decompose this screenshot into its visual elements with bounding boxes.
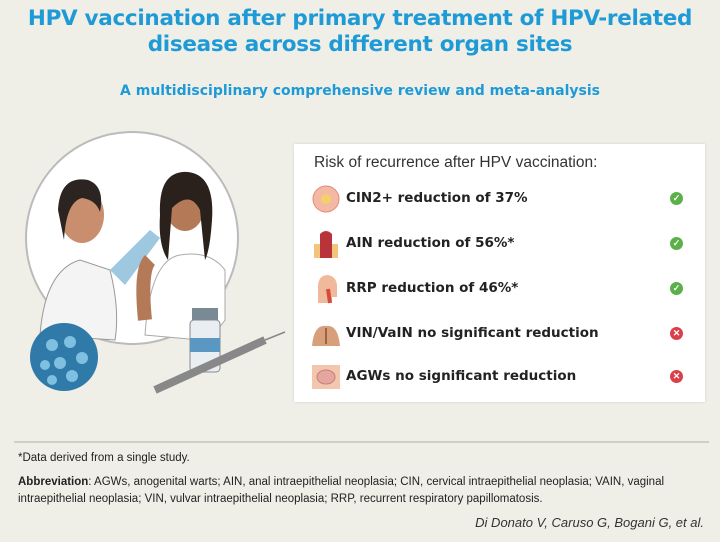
vaccination-scene-icon <box>25 131 239 345</box>
page-subtitle: A multidisciplinary comprehensive review… <box>120 83 600 99</box>
vaccination-illustration <box>25 131 286 394</box>
recurrence-risk-card: Risk of recurrence after HPV vaccination… <box>294 144 705 402</box>
virus-icon <box>30 323 98 391</box>
card-title: Risk of recurrence after HPV vaccination… <box>314 154 598 171</box>
item-label: AGWs no significant reduction <box>346 368 577 384</box>
cross-icon: ✕ <box>670 370 683 383</box>
syringe-vial-icon <box>153 308 286 394</box>
anal-canal-icon <box>314 231 338 258</box>
list-item: CIN2+ reduction of 37% ✓ <box>294 179 705 219</box>
list-item: VIN/VaIN no significant reduction ✕ <box>294 314 705 354</box>
abbreviation-label: Abbreviation <box>18 476 89 488</box>
cervix-icon <box>312 185 340 213</box>
item-label: RRP reduction of 46%* <box>346 280 519 296</box>
abbreviation-text: : AGWs, anogenital warts; AIN, anal intr… <box>18 476 665 505</box>
cross-icon: ✕ <box>670 327 683 340</box>
check-icon: ✓ <box>670 237 683 250</box>
item-label: VIN/VaIN no significant reduction <box>346 325 599 341</box>
abbreviations: Abbreviation: AGWs, anogenital warts; AI… <box>18 474 708 508</box>
item-label: CIN2+ reduction of 37% <box>346 190 528 206</box>
check-icon: ✓ <box>670 192 683 205</box>
footnote: *Data derived from a single study. <box>18 452 190 464</box>
page-title: HPV vaccination after primary treatment … <box>27 6 693 57</box>
check-icon: ✓ <box>670 282 683 295</box>
list-item: AIN reduction of 56%* ✓ <box>294 224 705 264</box>
vulva-icon <box>312 325 340 346</box>
citation: Di Donato V, Caruso G, Bogani G, et al. <box>475 515 704 530</box>
list-item: RRP reduction of 46%* ✓ <box>294 269 705 309</box>
divider <box>14 441 709 443</box>
item-label: AIN reduction of 56%* <box>346 235 515 251</box>
wart-skin-icon <box>312 365 340 389</box>
list-item: AGWs no significant reduction ✕ <box>294 357 705 397</box>
head-airway-icon <box>318 275 338 304</box>
